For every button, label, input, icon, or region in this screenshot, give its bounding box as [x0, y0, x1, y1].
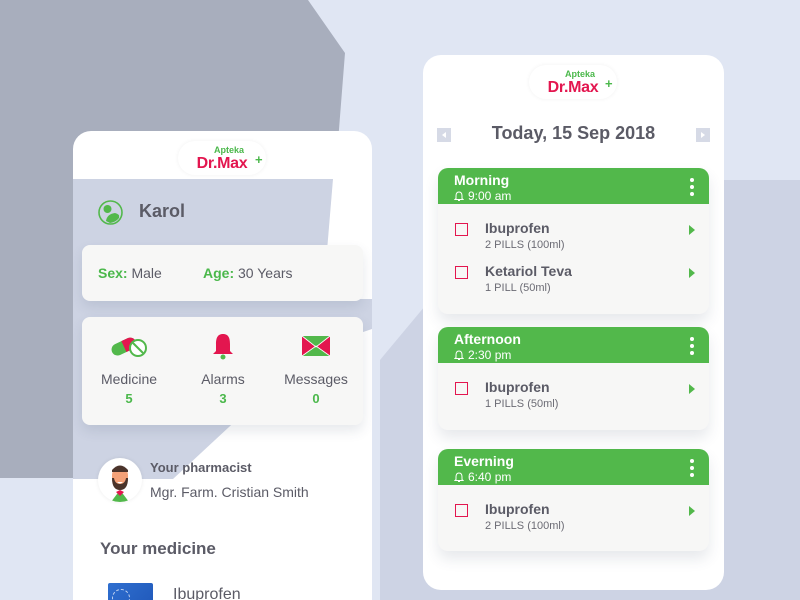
user-info-card: Sex: Male Age: 30 Years: [82, 245, 363, 301]
more-options-icon[interactable]: [689, 337, 695, 355]
logo-apteka: Apteka: [564, 69, 595, 79]
profile-screen: Apteka Dr.Max + Karol Sex: Male Age: 30 …: [73, 131, 372, 600]
slot-header: Morning 9:00 am: [438, 168, 709, 204]
medicine-heading: Your medicine: [100, 539, 216, 558]
med-name: Ibuprofen: [485, 220, 550, 236]
caret-right-icon[interactable]: [689, 225, 695, 235]
slot-header: Everning 6:40 pm: [438, 449, 709, 485]
bell-icon: [454, 349, 464, 360]
med-dose: 2 PILLS (100ml): [485, 239, 565, 251]
chevron-left-icon: [442, 132, 446, 138]
medicine-thumbnail: [108, 583, 153, 600]
more-options-icon[interactable]: [689, 178, 695, 196]
medication-row[interactable]: Ibuprofen 2 PILLS (100ml): [438, 204, 709, 251]
pharmacist-title: Your pharmacist: [150, 460, 252, 475]
medicine-list-item[interactable]: Ibuprofen: [173, 586, 241, 600]
bell-icon: [176, 331, 270, 361]
age-field: Age: 30 Years: [203, 265, 293, 281]
med-name: Ibuprofen: [485, 379, 550, 395]
stat-count: 0: [312, 391, 320, 406]
caret-right-icon[interactable]: [689, 268, 695, 278]
medication-row[interactable]: Ketariol Teva 1 PILL (50ml): [438, 247, 709, 294]
next-day-button[interactable]: [696, 128, 710, 142]
stat-count: 3: [219, 391, 227, 406]
previous-day-button[interactable]: [437, 128, 451, 142]
background-shape: [0, 0, 75, 478]
slot-name: Afternoon: [454, 331, 521, 347]
stat-label: Alarms: [201, 371, 245, 387]
envelope-icon: [269, 331, 363, 361]
drmax-logo: Apteka Dr.Max +: [529, 65, 617, 99]
caret-right-icon[interactable]: [689, 384, 695, 394]
logo-plus-icon: +: [605, 76, 613, 91]
pill-icon: [82, 331, 176, 361]
slot-name: Morning: [454, 172, 510, 188]
med-name: Ketariol Teva: [485, 263, 572, 279]
age-value: 30 Years: [238, 265, 293, 281]
time-slot-morning: Morning 9:00 am Ibuprofen 2 PILLS (100ml…: [438, 168, 709, 314]
schedule-screen: Apteka Dr.Max + Today, 15 Sep 2018 Morni…: [423, 55, 724, 590]
time-slot-afternoon: Afternoon 2:30 pm Ibuprofen 1 PILLS (50m…: [438, 327, 709, 430]
med-dose: 2 PILLS (100ml): [485, 520, 565, 532]
date-navigation: Today, 15 Sep 2018: [423, 121, 724, 147]
slot-time: 6:40 pm: [454, 470, 511, 484]
logo-apteka: Apteka: [213, 145, 244, 155]
stat-label: Medicine: [100, 371, 158, 387]
user-name: Karol: [139, 201, 186, 221]
slot-time: 9:00 am: [454, 189, 511, 203]
sex-value: Male: [131, 265, 162, 281]
taken-checkbox[interactable]: [455, 266, 468, 279]
stat-alarms[interactable]: Alarms 3: [176, 331, 270, 406]
sex-field: Sex: Male: [98, 265, 162, 281]
age-label: Age:: [203, 265, 235, 281]
stat-messages[interactable]: Messages 0: [269, 331, 363, 406]
more-options-icon[interactable]: [689, 459, 695, 477]
logo-name: Dr.Max: [196, 155, 248, 172]
stat-count: 5: [125, 391, 133, 406]
sex-label: Sex:: [98, 265, 128, 281]
pharmacist-avatar[interactable]: [98, 458, 142, 502]
taken-checkbox[interactable]: [455, 382, 468, 395]
bell-icon: [454, 190, 464, 201]
pharmacist-name[interactable]: Mgr. Farm. Cristian Smith: [150, 484, 309, 500]
date-title: Today, 15 Sep 2018: [491, 123, 656, 143]
slot-time-value: 9:00 am: [468, 189, 512, 203]
bell-icon: [454, 471, 464, 482]
background-shape: [720, 190, 800, 600]
slot-time: 2:30 pm: [454, 348, 511, 362]
med-name: Ibuprofen: [485, 501, 550, 517]
med-dose: 1 PILL (50ml): [485, 282, 551, 294]
taken-checkbox[interactable]: [455, 504, 468, 517]
med-dose: 1 PILLS (50ml): [485, 398, 559, 410]
slot-time-value: 6:40 pm: [468, 470, 512, 484]
stats-card: Medicine 5 Alarms 3 Messag: [82, 317, 363, 425]
logo-name: Dr.Max: [547, 79, 599, 96]
stat-medicine[interactable]: Medicine 5: [82, 331, 176, 406]
stat-label: Messages: [284, 371, 348, 387]
slot-header: Afternoon 2:30 pm: [438, 327, 709, 363]
taken-checkbox[interactable]: [455, 223, 468, 236]
drmax-logo: Apteka Dr.Max +: [178, 141, 266, 175]
chevron-right-icon: [701, 132, 705, 138]
logo-plus-icon: +: [255, 152, 263, 167]
slot-name: Everning: [454, 453, 514, 469]
time-slot-evening: Everning 6:40 pm Ibuprofen 2 PILLS (100m…: [438, 449, 709, 551]
slot-time-value: 2:30 pm: [468, 348, 512, 362]
medication-row[interactable]: Ibuprofen 2 PILLS (100ml): [438, 485, 709, 532]
medication-row[interactable]: Ibuprofen 1 PILLS (50ml): [438, 363, 709, 410]
user-circle-icon: [98, 200, 123, 225]
caret-right-icon[interactable]: [689, 506, 695, 516]
